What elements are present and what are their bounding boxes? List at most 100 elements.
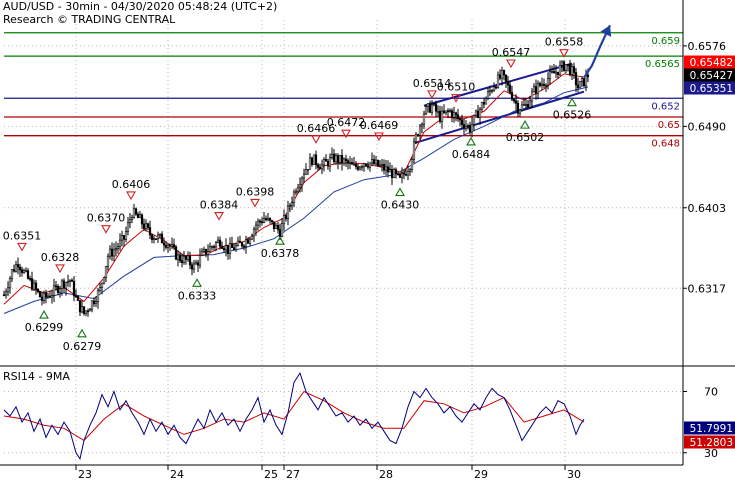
candle-body xyxy=(250,235,254,240)
level-label: 0.6565 xyxy=(645,59,680,70)
swing-high-marker xyxy=(427,90,437,99)
candle-body xyxy=(164,244,168,248)
candle-body xyxy=(546,78,550,86)
candle-body xyxy=(416,134,420,136)
chart-title: AUD/USD - 30min - 04/30/2020 05:48:24 (U… xyxy=(3,0,278,13)
candle-body xyxy=(356,166,360,170)
candle-body xyxy=(98,287,102,291)
candle-body xyxy=(160,233,164,244)
candle-body xyxy=(350,162,354,165)
candle-body xyxy=(88,308,92,312)
candle-body xyxy=(28,278,32,280)
candle-body xyxy=(74,295,78,298)
swing-low-label: 0.6378 xyxy=(261,247,300,260)
price-label-support-text: 0.65351 xyxy=(690,83,733,95)
candle-body xyxy=(320,164,324,170)
candle-body xyxy=(396,173,400,175)
x-axis-label: 30 xyxy=(567,468,581,480)
x-axis-label: 27 xyxy=(286,468,300,480)
candle-body xyxy=(118,239,122,247)
candle-body xyxy=(512,99,516,102)
candle-body xyxy=(472,115,476,125)
candle-body xyxy=(388,169,392,173)
price-axis-label: 0.6576 xyxy=(688,40,727,53)
candle-body xyxy=(514,100,518,104)
candle-body xyxy=(22,270,26,273)
candle-body xyxy=(298,184,302,189)
candle-body xyxy=(460,119,464,125)
candle-body xyxy=(352,163,356,166)
candle-body xyxy=(212,246,216,248)
candle-body xyxy=(92,300,96,304)
level-lines: 0.659 0.6565 0.652 0.65 0.648 xyxy=(4,32,683,150)
candle-body xyxy=(104,266,108,278)
candlestick-series xyxy=(2,59,590,317)
candle-body xyxy=(204,248,208,255)
candle-body xyxy=(162,242,166,246)
candle-body xyxy=(210,246,214,248)
swing-low-label: 0.6526 xyxy=(553,109,592,122)
candle-body xyxy=(518,109,522,114)
candle-body xyxy=(4,291,8,296)
candle-body xyxy=(478,108,482,119)
candle-body xyxy=(170,244,174,247)
swing-high-label: 0.6466 xyxy=(297,122,336,135)
candle-body xyxy=(112,249,116,257)
candle-body xyxy=(2,294,6,297)
candle-body xyxy=(130,217,134,220)
candle-body xyxy=(254,224,258,230)
candle-body xyxy=(560,61,564,66)
candle-body xyxy=(484,98,488,105)
candle-body xyxy=(440,110,444,122)
candle-body xyxy=(60,280,64,289)
candle-body xyxy=(26,270,30,279)
candle-body xyxy=(34,282,38,290)
candle-body xyxy=(336,155,340,163)
candle-body xyxy=(406,170,410,176)
candle-body xyxy=(184,256,188,260)
candle-body xyxy=(178,254,182,261)
candle-body xyxy=(86,310,90,313)
candle-body xyxy=(392,169,396,178)
candle-body xyxy=(340,155,344,164)
candle-body xyxy=(38,291,42,298)
swing-low-label: 0.6484 xyxy=(452,148,491,161)
candle-body xyxy=(358,166,362,170)
price-label-ma-text: 0.65482 xyxy=(690,57,733,69)
price-label-price-text: 0.65427 xyxy=(690,70,733,82)
candle-body xyxy=(120,235,124,241)
candle-body xyxy=(188,255,192,266)
candle-body xyxy=(252,228,256,237)
price-axis-label: 0.6317 xyxy=(688,282,727,295)
candle-body xyxy=(168,244,172,247)
candle-body xyxy=(238,240,242,243)
candle-body xyxy=(284,215,288,220)
candle-body xyxy=(570,66,574,75)
candle-body xyxy=(246,239,250,244)
candle-body xyxy=(554,71,558,74)
rsi-ma-value-box xyxy=(684,435,735,449)
candle-body xyxy=(324,159,328,162)
candle-body xyxy=(276,225,280,230)
candle-body xyxy=(454,112,458,116)
candle-body xyxy=(80,306,84,313)
forecast-arrow xyxy=(583,24,612,79)
candle-body xyxy=(436,110,440,113)
candle-body xyxy=(228,243,232,254)
candle-body xyxy=(138,214,142,219)
candle-body xyxy=(482,102,486,105)
swing-low-label: 0.6279 xyxy=(63,340,102,353)
candle-body xyxy=(6,287,10,293)
candle-body xyxy=(102,277,106,284)
swing-high-label: 0.6469 xyxy=(360,119,399,132)
candle-body xyxy=(140,214,144,225)
candle-body xyxy=(174,246,178,260)
candle-body xyxy=(76,295,80,301)
candle-body xyxy=(244,239,248,247)
candle-body xyxy=(62,280,66,289)
candle-body xyxy=(442,110,446,114)
candle-body xyxy=(556,71,560,76)
candle-body xyxy=(294,191,298,194)
candle-body xyxy=(322,159,326,166)
